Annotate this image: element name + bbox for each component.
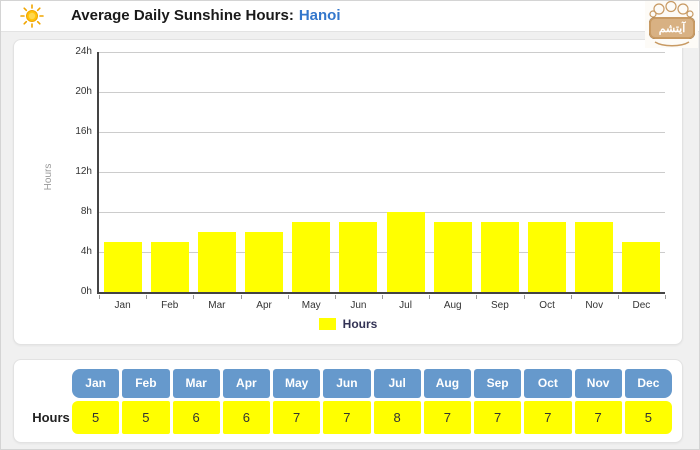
bar-dec[interactable] [622, 242, 661, 292]
bar-mar[interactable] [197, 232, 236, 292]
bar-aug[interactable] [433, 222, 472, 292]
x-axis-line [97, 292, 665, 294]
x-axis-label-mar: Mar [208, 300, 226, 311]
table-header-feb: Feb [122, 369, 170, 398]
y-axis-label: 8h [80, 206, 92, 217]
x-axis-label-jan: Jan [114, 300, 131, 311]
x-axis-label-dec: Dec [632, 300, 651, 311]
y-axis-label: 24h [75, 46, 92, 57]
location-name: Hanoi [298, 7, 341, 24]
table-cell-sep: 7 [474, 401, 522, 434]
gridline [99, 92, 665, 93]
x-axis-tick [523, 295, 525, 299]
legend-item-hours[interactable]: Hours [14, 317, 682, 331]
bar-jul[interactable] [386, 212, 425, 292]
table-cell-oct: 7 [524, 401, 572, 434]
x-axis-tick [99, 295, 100, 299]
x-axis-tick [476, 295, 478, 299]
table-header-jun: Jun [323, 369, 371, 398]
table-cell-apr: 6 [222, 401, 270, 434]
x-axis-label-jul: Jul [399, 300, 412, 311]
table-cell-mar: 6 [172, 401, 220, 434]
sun-icon [20, 4, 44, 28]
y-axis-label: 20h [75, 86, 92, 97]
gridline [99, 52, 665, 53]
table-card: Hours Jan Feb Mar Apr May Jun Jul Aug Sep Oct Nov D… [13, 359, 683, 443]
x-axis-label-jun: Jun [350, 300, 367, 311]
table-header-oct: Oct [524, 369, 572, 398]
table-header-mar: Mar [172, 369, 220, 398]
gridline [99, 252, 665, 253]
legend-label: Hours [342, 317, 378, 331]
x-axis-tick [570, 295, 572, 299]
x-axis-label-may: May [301, 300, 321, 311]
y-axis-line [97, 52, 99, 294]
x-axis-tick [429, 295, 431, 299]
table-cell-jun: 7 [323, 401, 371, 434]
table-cell-may: 7 [273, 401, 321, 434]
gridline [99, 132, 665, 133]
app-header: Average Daily Sunshine Hours: Hanoi [1, 1, 699, 32]
table-cell-jan: 5 [72, 401, 120, 434]
legend-swatch-hours [318, 318, 336, 330]
bar-may[interactable] [292, 222, 331, 292]
table-header-aug: Aug [423, 369, 471, 398]
table-header-dec: Dec [624, 369, 672, 398]
bar-apr[interactable] [245, 232, 284, 292]
bar-jan[interactable] [103, 242, 142, 292]
x-axis-label-oct: Oct [539, 300, 555, 311]
gridline [99, 172, 665, 173]
y-axis-label: 4h [80, 246, 92, 257]
logo-text-glyph: آیتشم [659, 21, 687, 35]
chart-card: Hours 0h 4h 8h 12h 16h 20h 24h Jan Feb Mar Apr May… [13, 39, 683, 345]
bar-oct[interactable] [528, 222, 567, 292]
table-cell-nov: 7 [574, 401, 622, 434]
table-cell-jul: 8 [373, 401, 421, 434]
x-axis-label-feb: Feb [161, 300, 179, 311]
bar-sep[interactable] [480, 222, 519, 292]
table-header-sep: Sep [474, 369, 522, 398]
page-title: Average Daily Sunshine Hours: Hanoi [71, 1, 341, 31]
gridline [99, 212, 665, 213]
x-axis-tick [665, 295, 666, 299]
y-axis-label: 12h [75, 166, 92, 177]
table-cell-dec: 5 [624, 401, 672, 434]
bar-nov[interactable] [575, 222, 614, 292]
page-title-text: Average Daily Sunshine Hours: [71, 7, 294, 24]
table-row-label: Hours [32, 410, 70, 425]
x-axis-tick [240, 295, 242, 299]
table-cell-aug: 7 [423, 401, 471, 434]
bar-jun[interactable] [339, 222, 378, 292]
table-cell-feb: 5 [122, 401, 170, 434]
x-axis-tick [334, 295, 336, 299]
table-header-apr: Apr [222, 369, 270, 398]
x-axis-tick [617, 295, 619, 299]
y-axis-label: 0h [80, 286, 92, 297]
x-axis-tick [146, 295, 148, 299]
x-axis-tick [382, 295, 383, 299]
y-axis-label: 16h [75, 126, 92, 137]
x-axis-label-apr: Apr [256, 300, 272, 311]
x-axis-label-sep: Sep [491, 300, 509, 311]
table-header-may: May [273, 369, 321, 398]
x-axis-label-aug: Aug [443, 300, 462, 311]
x-axis-tick [287, 295, 289, 299]
table-header-nov: Nov [574, 369, 622, 398]
table-header-row: Jan Feb Mar Apr May Jun Jul Aug Sep Oct Nov Dec [72, 369, 672, 398]
bar-feb[interactable] [150, 242, 189, 292]
logo-badge[interactable]: آیتشم [645, 1, 698, 48]
x-axis-tick [193, 295, 195, 299]
x-axis-label-nov: Nov [585, 300, 604, 311]
table-header-jul: Jul [373, 369, 421, 398]
table-header-jan: Jan [72, 369, 120, 398]
